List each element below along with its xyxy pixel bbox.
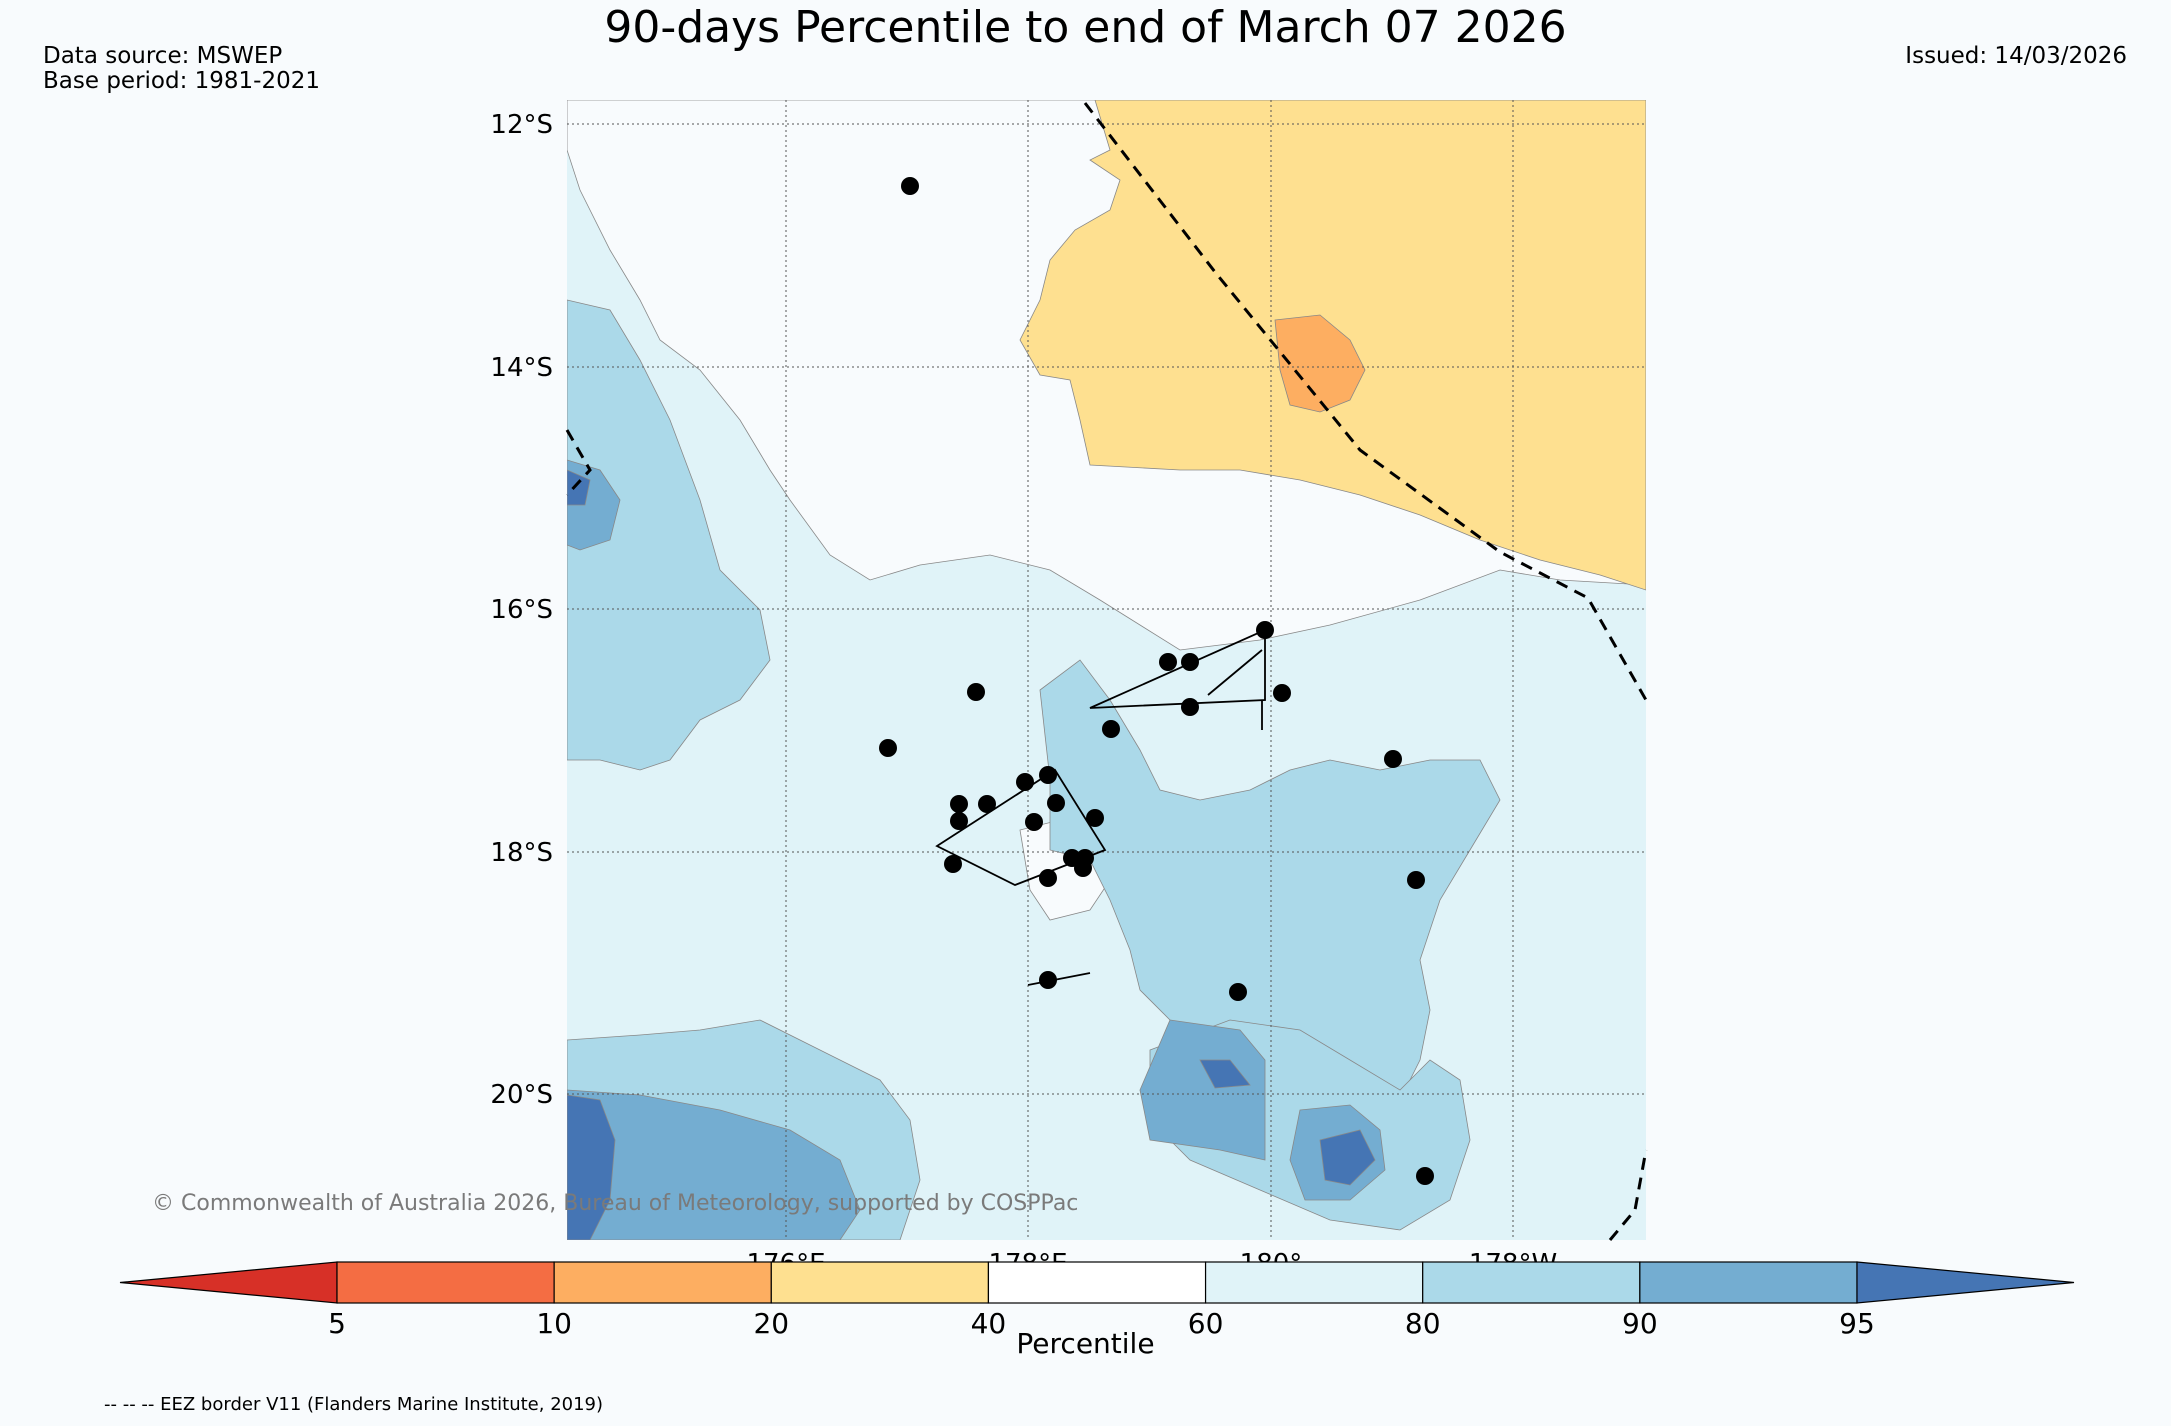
colorbar-segment xyxy=(553,1261,772,1304)
station-marker xyxy=(1384,750,1402,768)
chart-title: 90-days Percentile to end of March 07 20… xyxy=(604,2,1567,53)
station-marker xyxy=(1102,720,1120,738)
station-marker xyxy=(950,795,968,813)
colorbar-segment xyxy=(987,1261,1207,1304)
colorbar-extend-high xyxy=(1856,1261,2075,1304)
station-marker xyxy=(1039,766,1057,784)
lat-labels: 12°S 14°S 16°S 18°S 20°S xyxy=(490,110,553,1110)
colorbar-segment xyxy=(1422,1261,1641,1304)
station-marker xyxy=(967,683,985,701)
field-well-above-southeast xyxy=(1139,1019,1266,1161)
colorbar-segment xyxy=(1639,1261,1858,1304)
station-marker xyxy=(1025,813,1043,831)
colorbar-segment xyxy=(770,1261,990,1304)
colorbar-tick-label: 40 xyxy=(971,1307,1007,1340)
colorbar-tick-label: 10 xyxy=(536,1307,572,1340)
station-marker xyxy=(1416,1167,1434,1185)
station-marker xyxy=(901,177,919,195)
copyright-notice: © Commonwealth of Australia 2026, Bureau… xyxy=(152,1191,1079,1216)
map-field xyxy=(567,100,1646,1240)
colorbar-tick-label: 60 xyxy=(1188,1307,1224,1340)
station-marker xyxy=(1039,971,1057,989)
station-marker xyxy=(1181,698,1199,716)
source-info: Data source: MSWEP Base period: 1981-202… xyxy=(43,44,320,94)
field-above-normal-west xyxy=(567,299,771,771)
lat-label: 20°S xyxy=(490,1080,553,1110)
stations xyxy=(879,177,1434,1185)
lat-label: 12°S xyxy=(490,110,553,140)
station-marker xyxy=(1039,869,1057,887)
colorbar-tick-label: 80 xyxy=(1405,1307,1441,1340)
island-outlines xyxy=(935,628,1266,986)
data-source-label: Data source: MSWEP xyxy=(43,43,283,69)
field-extreme-above-southwest xyxy=(567,1094,616,1240)
station-marker xyxy=(1047,794,1065,812)
station-marker xyxy=(978,795,996,813)
gridlines xyxy=(567,100,1646,1240)
issued-date: Issued: 14/03/2026 xyxy=(1905,43,2127,69)
lat-label: 14°S xyxy=(490,353,553,383)
eez-legend-note: -- -- -- EEZ border V11 (Flanders Marine… xyxy=(104,1394,604,1415)
station-marker xyxy=(1086,809,1104,827)
colorbar-tick-label: 90 xyxy=(1622,1307,1658,1340)
lat-label: 18°S xyxy=(490,838,553,868)
station-marker xyxy=(1229,983,1247,1001)
field-extreme-above-west xyxy=(567,469,591,506)
station-marker xyxy=(1407,871,1425,889)
field-extreme-above-se xyxy=(1319,1129,1376,1186)
station-marker xyxy=(1159,653,1177,671)
colorbar-label: Percentile xyxy=(1016,1327,1155,1360)
colorbar-segment xyxy=(336,1261,555,1304)
station-marker xyxy=(1181,653,1199,671)
colorbar-segment xyxy=(1204,1261,1424,1304)
station-marker xyxy=(1256,621,1274,639)
field-well-above-south xyxy=(567,1089,861,1240)
field-extreme-above-center xyxy=(1199,1059,1251,1089)
colorbar-tick-label: 20 xyxy=(753,1307,789,1340)
station-marker xyxy=(1074,859,1092,877)
station-marker xyxy=(944,855,962,873)
eez-border xyxy=(565,102,1648,1241)
field-much-below-normal xyxy=(1274,314,1366,413)
station-marker xyxy=(1016,773,1034,791)
base-period-label: Base period: 1981-2021 xyxy=(43,68,321,94)
station-marker xyxy=(879,739,897,757)
lat-label: 16°S xyxy=(490,595,553,625)
field-above-normal-center xyxy=(1039,659,1501,1111)
station-marker xyxy=(1273,684,1291,702)
colorbar-tick-label: 5 xyxy=(328,1307,346,1340)
station-marker xyxy=(950,812,968,830)
colorbar-tick-label: 95 xyxy=(1839,1307,1875,1340)
